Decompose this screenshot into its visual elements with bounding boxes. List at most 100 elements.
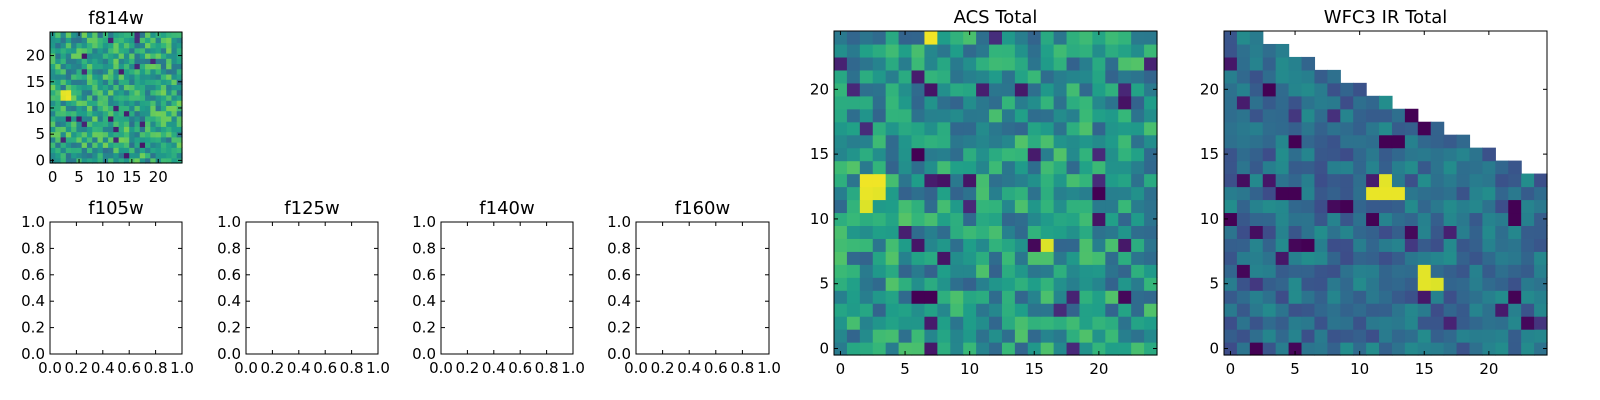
heatmap-cell: [1249, 316, 1264, 330]
heatmap-cell: [1469, 277, 1483, 291]
heatmap-cell: [1443, 212, 1458, 226]
heatmap-cell: [1456, 342, 1471, 356]
heatmap-cell: [1534, 212, 1548, 226]
heatmap-cell: [1040, 342, 1055, 356]
heatmap-cell: [118, 42, 125, 49]
heatmap-cell: [859, 95, 874, 110]
heatmap-cell: [171, 79, 178, 85]
heatmap-cell: [166, 68, 173, 75]
heatmap-cell: [989, 69, 1003, 84]
heatmap-cell: [1014, 43, 1029, 58]
heatmap-cell: [1014, 95, 1029, 110]
heatmap-cell: [1053, 108, 1068, 123]
heatmap-cell: [1092, 69, 1106, 84]
heatmap-cell: [160, 121, 167, 127]
heatmap-cell: [86, 94, 93, 101]
heatmap-cell: [108, 152, 114, 159]
heatmap-cell: [1534, 342, 1548, 356]
heatmap-cell: [1079, 43, 1093, 58]
heatmap-cell: [976, 277, 990, 291]
heatmap-cell: [1366, 290, 1380, 304]
x-tick-label: 0.8: [144, 359, 168, 377]
heatmap-cell: [976, 160, 990, 175]
heatmap-cell: [1469, 238, 1483, 252]
heatmap-cell: [1053, 56, 1068, 71]
heatmap-cell: [134, 126, 141, 133]
heatmap-cell: [1404, 134, 1419, 149]
heatmap-cell: [963, 82, 977, 97]
heatmap-cell: [1482, 251, 1496, 265]
heatmap-cell: [937, 56, 951, 71]
heatmap-cell: [950, 277, 964, 291]
heatmap-cell: [885, 316, 900, 330]
heatmap-cell: [898, 290, 913, 304]
panel-title: f105w: [88, 198, 143, 219]
heatmap-cell: [1508, 238, 1522, 252]
y-tick-label: 0.2: [21, 319, 45, 337]
heatmap-cell: [76, 94, 83, 101]
heatmap-cell: [166, 152, 173, 159]
heatmap-cell: [898, 95, 913, 110]
heatmap-cell: [834, 31, 848, 45]
heatmap-cell: [123, 136, 130, 143]
heatmap-cell: [155, 110, 162, 117]
heatmap-cell: [1118, 342, 1132, 356]
heatmap-cell: [1340, 342, 1354, 356]
heatmap-cell: [834, 69, 848, 84]
heatmap-cell: [1131, 251, 1145, 265]
heatmap-cell: [1340, 186, 1354, 201]
heatmap-cell: [885, 108, 900, 123]
heatmap-cell: [1288, 251, 1303, 265]
heatmap-cell: [1262, 329, 1277, 343]
heatmap-cell: [950, 316, 964, 330]
heatmap-cell: [1301, 82, 1316, 97]
heatmap-cell: [1079, 199, 1093, 214]
heatmap-cell: [145, 79, 151, 85]
heatmap-cell: [1262, 173, 1277, 188]
heatmap-cell: [1301, 121, 1316, 136]
heatmap-cell: [950, 121, 964, 136]
heatmap-cell: [859, 290, 874, 304]
heatmap-cell: [129, 136, 136, 143]
heatmap-cell: [55, 121, 62, 127]
heatmap-cell: [118, 152, 125, 159]
heatmap-cell: [160, 105, 167, 112]
heatmap-cell: [129, 79, 136, 85]
y-tick-label: 0.6: [607, 266, 631, 284]
heatmap-cell: [1262, 212, 1277, 226]
heatmap-cell: [1118, 186, 1132, 201]
heatmap-cell: [1314, 160, 1328, 175]
heatmap-cell: [1456, 316, 1471, 330]
heatmap-cell: [155, 152, 162, 159]
heatmap-cell: [150, 84, 157, 91]
heatmap-cell: [76, 115, 83, 122]
heatmap-cell: [911, 160, 926, 175]
heatmap-cell: [911, 31, 926, 45]
heatmap-cell: [1327, 173, 1341, 188]
heatmap-cell: [1066, 303, 1081, 317]
heatmap-cell: [1456, 134, 1471, 149]
heatmap-cell: [76, 142, 83, 148]
heatmap-cell: [1275, 173, 1290, 188]
heatmap-cell: [92, 131, 99, 138]
heatmap-cell: [1508, 212, 1522, 226]
heatmap-cell: [989, 238, 1003, 252]
heatmap-cell: [113, 105, 120, 112]
heatmap-cell: [924, 199, 938, 214]
heatmap-cell: [160, 37, 167, 44]
heatmap-cell: [1027, 329, 1042, 343]
heatmap-cell: [108, 63, 114, 70]
heatmap-cell: [834, 303, 848, 317]
heatmap-cell: [1040, 186, 1055, 201]
heatmap-cell: [1314, 69, 1328, 84]
heatmap-cell: [55, 37, 62, 44]
heatmap-cell: [150, 152, 157, 159]
heatmap-cell: [1236, 225, 1251, 239]
heatmap-cell: [155, 100, 162, 106]
heatmap-cell: [1105, 329, 1119, 343]
heatmap-cell: [963, 121, 977, 136]
x-tick-label: 0.6: [508, 359, 532, 377]
heatmap-cell: [1314, 173, 1328, 188]
heatmap-cell: [950, 147, 964, 162]
